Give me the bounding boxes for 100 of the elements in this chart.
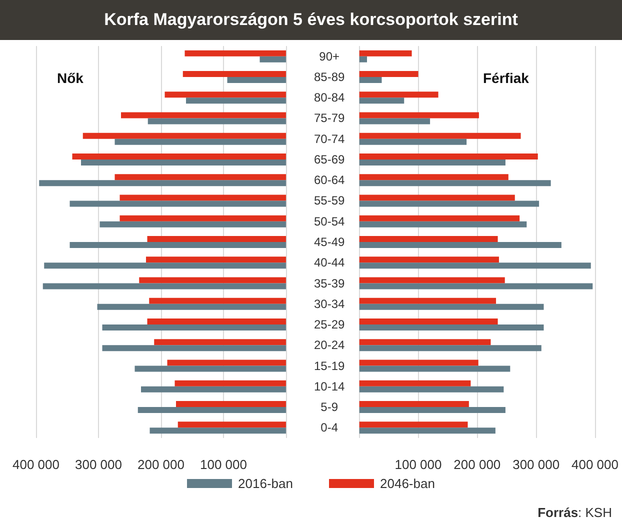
bar xyxy=(70,200,286,207)
bar xyxy=(359,380,471,386)
bar xyxy=(359,386,504,392)
y-tick-label: 20-24 xyxy=(314,338,346,352)
bar xyxy=(359,159,506,166)
bar xyxy=(121,112,286,118)
bar xyxy=(150,428,286,434)
bar xyxy=(359,262,591,269)
y-tick-label: 30-34 xyxy=(314,296,346,311)
y-tick-label: 75-79 xyxy=(314,111,346,126)
bar xyxy=(359,153,538,160)
bar xyxy=(81,159,286,166)
bar xyxy=(141,386,286,392)
bar xyxy=(182,70,286,77)
bar xyxy=(359,98,404,104)
bar xyxy=(359,366,510,372)
bar xyxy=(359,70,418,77)
bar xyxy=(82,132,286,139)
legend-label: 2046-ban xyxy=(380,476,435,491)
bar xyxy=(134,366,286,372)
bar xyxy=(72,153,286,160)
bar xyxy=(359,277,505,284)
bar xyxy=(359,428,496,434)
y-tick-label: 60-64 xyxy=(314,173,346,188)
bar xyxy=(44,262,286,269)
bar xyxy=(359,180,551,186)
bar xyxy=(139,277,286,284)
bar xyxy=(359,339,491,346)
bar xyxy=(359,76,382,83)
bar xyxy=(42,283,286,290)
bar xyxy=(147,318,286,325)
bar xyxy=(70,242,286,248)
bar xyxy=(359,422,468,428)
bar xyxy=(359,138,467,145)
y-tick-label: 25-29 xyxy=(314,318,346,332)
x-tick-label: 100 000 xyxy=(200,457,247,472)
bar xyxy=(138,407,286,414)
bar xyxy=(359,200,540,207)
bar xyxy=(359,221,527,228)
bar xyxy=(359,324,544,331)
bar xyxy=(359,56,368,62)
x-tick-label: 400 000 xyxy=(12,457,60,472)
bar xyxy=(227,76,286,83)
y-tick-label: 0-4 xyxy=(320,420,338,435)
bar xyxy=(359,50,412,56)
y-tick-label: 85-89 xyxy=(314,70,346,84)
bar xyxy=(359,401,469,408)
y-tick-label: 10-14 xyxy=(314,379,346,394)
bar xyxy=(100,221,286,228)
y-tick-label: 90+ xyxy=(319,49,340,64)
y-tick-label: 65-69 xyxy=(314,152,346,166)
x-tick-label: 300 000 xyxy=(512,457,560,472)
bar xyxy=(176,401,286,408)
y-tick-label: 50-54 xyxy=(314,214,346,228)
bar xyxy=(260,56,286,62)
x-tick-label: 400 000 xyxy=(572,457,618,472)
bar xyxy=(359,236,498,242)
bar xyxy=(114,138,286,145)
text: Nők xyxy=(57,70,84,86)
y-tick-label: 80-84 xyxy=(314,90,346,105)
y-tick-label: 55-59 xyxy=(314,194,346,208)
bar xyxy=(146,256,286,263)
y-tick-label: 40-44 xyxy=(314,256,346,270)
y-tick-label: 45-49 xyxy=(314,235,346,249)
bar xyxy=(359,112,479,118)
bar xyxy=(359,283,593,290)
bar xyxy=(102,345,286,352)
bar xyxy=(149,298,286,304)
x-tick-label: 200 000 xyxy=(138,457,184,472)
bar xyxy=(359,174,508,180)
bar xyxy=(39,180,286,186)
text: Forrás: KSH xyxy=(538,505,612,520)
bar xyxy=(174,380,286,386)
x-tick-label: 200 000 xyxy=(454,457,501,472)
bar xyxy=(359,298,496,304)
bar xyxy=(359,407,506,414)
bar xyxy=(359,118,430,124)
chart-title: Korfa Magyarországon 5 éves korcsoportok szerint xyxy=(0,0,622,40)
legend-label: 2016-ban xyxy=(238,476,293,491)
y-tick-label: 70-74 xyxy=(314,132,346,146)
bar xyxy=(148,118,286,124)
bar xyxy=(359,215,520,222)
y-tick-label: 15-19 xyxy=(314,358,346,373)
bar xyxy=(359,194,515,201)
bar xyxy=(120,215,286,222)
bar xyxy=(102,324,286,331)
bar xyxy=(359,345,542,352)
bar xyxy=(178,422,286,428)
bar xyxy=(184,50,286,56)
bar xyxy=(359,318,498,325)
bar xyxy=(114,174,286,180)
bar xyxy=(359,360,478,366)
y-tick-label: 5-9 xyxy=(320,400,338,414)
bar xyxy=(167,360,286,366)
bar xyxy=(359,92,438,98)
x-tick-label: 100 000 xyxy=(394,457,442,472)
bar xyxy=(164,92,286,98)
bar xyxy=(359,256,499,263)
bar xyxy=(120,194,286,201)
bar xyxy=(359,132,521,139)
